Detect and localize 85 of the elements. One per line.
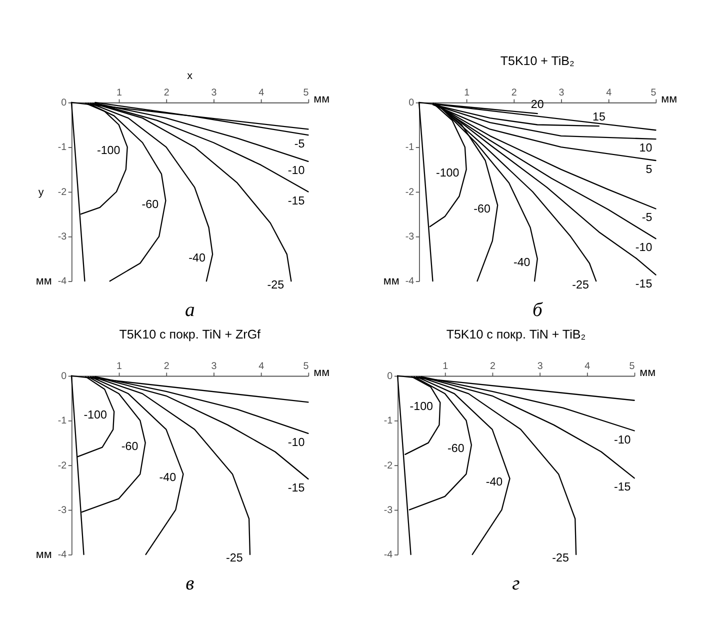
x-tick-label: 5 xyxy=(303,361,310,372)
series-label: -100 xyxy=(96,144,120,158)
x-tick-label: 4 xyxy=(258,88,265,99)
y-tick-label: 0 xyxy=(408,98,415,109)
series-label: -40 xyxy=(486,476,503,489)
y-tick-label: -3 xyxy=(405,232,415,243)
x-tick-label: 5 xyxy=(629,361,636,372)
chart-title: T5K10 с покр. TiN + ZrGf xyxy=(119,327,262,342)
series-label: -60 xyxy=(142,198,159,211)
series-label: -40 xyxy=(159,471,176,484)
y-tick-label: -2 xyxy=(405,186,414,198)
text: б xyxy=(532,298,544,321)
x-tick-label: 3 xyxy=(537,361,544,372)
series-label: -10 xyxy=(614,433,631,446)
series-label: -40 xyxy=(513,256,530,269)
y-axis-title: мм xyxy=(383,274,400,288)
series-label: 10 xyxy=(639,142,652,155)
y-tick-label: -4 xyxy=(58,276,68,288)
series-label: -100 xyxy=(436,166,460,180)
y-tick-label: -4 xyxy=(405,276,415,288)
y-tick-label: -2 xyxy=(58,186,67,198)
series-label: -15 xyxy=(288,482,305,494)
text: y xyxy=(38,186,44,198)
series-label: -40 xyxy=(188,251,206,264)
text: а xyxy=(184,298,195,321)
y-tick-label: -4 xyxy=(58,550,68,561)
series-label: -5 xyxy=(642,211,652,224)
series-label: -5 xyxy=(294,138,305,151)
series-label: -60 xyxy=(474,202,490,216)
x-tick-label: 4 xyxy=(584,361,591,372)
x-axis-title: мм xyxy=(640,366,656,379)
y-tick-label: 0 xyxy=(387,370,394,382)
series-label: -25 xyxy=(226,552,243,565)
series-label: -25 xyxy=(572,278,589,292)
series-label: -15 xyxy=(635,277,652,290)
x-tick-label: 1 xyxy=(116,361,122,372)
x-tick-label: 5 xyxy=(650,88,657,99)
y-tick-label: -2 xyxy=(384,460,393,472)
x-tick-label: 2 xyxy=(164,88,170,99)
y-tick-label: -3 xyxy=(384,504,394,516)
x-tick-label: 2 xyxy=(511,88,517,99)
x-axis-title: мм xyxy=(314,92,330,106)
series-label: -10 xyxy=(635,241,652,254)
x-tick-label: 3 xyxy=(558,88,565,99)
y-axis-title: мм xyxy=(36,548,52,562)
series-label: -25 xyxy=(552,552,569,565)
x-tick-label: 1 xyxy=(442,361,448,372)
chart-title: T5K10 + TiB₂ xyxy=(500,54,575,68)
y-tick-label: 0 xyxy=(61,370,68,382)
y-tick-label: -4 xyxy=(384,550,394,561)
x-tick-label: 2 xyxy=(164,361,170,372)
x-tick-label: 2 xyxy=(490,361,496,372)
series-label: -60 xyxy=(448,442,464,456)
y-tick-label: -2 xyxy=(58,460,67,472)
x-tick-label: 3 xyxy=(211,361,218,372)
y-tick-label: -1 xyxy=(58,142,67,154)
text: г xyxy=(512,572,520,594)
chart-title: T5K10 с покр. TiN + TiB₂ xyxy=(446,327,586,342)
x-tick-label: 5 xyxy=(303,88,310,99)
series-label: -15 xyxy=(288,194,305,208)
series-label: -100 xyxy=(410,400,434,413)
y-tick-label: -1 xyxy=(405,142,414,154)
x-tick-label: 1 xyxy=(464,88,470,99)
x-axis-title: мм xyxy=(314,366,330,379)
text: x xyxy=(187,70,194,82)
x-tick-label: 4 xyxy=(258,361,265,372)
x-tick-label: 3 xyxy=(211,88,218,99)
x-tick-label: 4 xyxy=(606,88,612,99)
series-label: -60 xyxy=(121,440,138,453)
y-tick-label: -1 xyxy=(58,416,67,427)
text: в xyxy=(186,572,195,594)
y-tick-label: -3 xyxy=(58,504,68,516)
x-axis-title: мм xyxy=(661,92,678,106)
series-label: 15 xyxy=(592,110,606,124)
series-label: -15 xyxy=(614,480,631,494)
y-tick-label: -3 xyxy=(58,232,68,243)
x-tick-label: 1 xyxy=(116,88,122,99)
y-tick-label: -1 xyxy=(384,416,393,427)
series-label: -25 xyxy=(267,278,284,292)
series-label: 5 xyxy=(646,163,652,176)
series-label: -10 xyxy=(288,436,305,449)
series-label: -100 xyxy=(84,408,107,422)
y-axis-title: мм xyxy=(36,274,52,288)
y-tick-label: 0 xyxy=(61,98,68,109)
series-label: -10 xyxy=(288,164,305,177)
